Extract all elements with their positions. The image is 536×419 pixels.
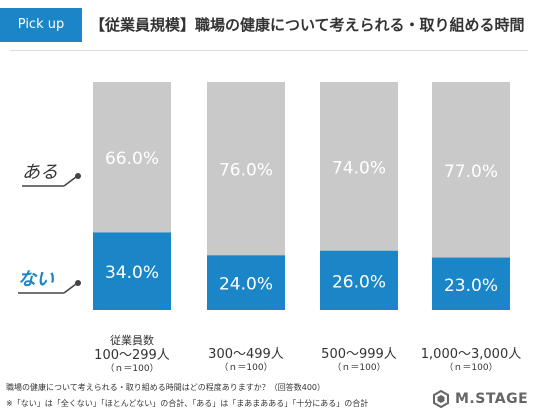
header-divider [10, 50, 528, 51]
bar-aru-1 [93, 82, 171, 233]
category-sample-size: （ｎ＝100） [219, 363, 273, 374]
category-label-3: 500〜999人 （ｎ＝100） [300, 347, 418, 375]
logo-text: M.STAGE [455, 391, 529, 407]
bar-nai-1 [93, 232, 171, 310]
value-label-aru-3: 74.0% [332, 158, 386, 178]
logo: M.STAGE [432, 389, 528, 409]
page-title: 【従業員規模】職場の健康について考えられる・取り組める時間 [90, 16, 525, 34]
legend-aru-leader [63, 176, 77, 187]
category-sample-size: （ｎ＝100） [444, 363, 498, 374]
value-label-aru-1: 66.0% [105, 149, 159, 169]
value-label-nai-4: 23.0% [444, 276, 498, 296]
footnote-question: 職場の健康について考えられる・取り組める時間はどの程度ありますか？（回答数400… [6, 383, 326, 392]
bar-nai-3 [320, 250, 398, 310]
category-label-2: 300〜499人 （ｎ＝100） [187, 347, 305, 375]
value-label-aru-2: 76.0% [219, 161, 273, 181]
legend-nai: ない [18, 269, 55, 290]
legend-aru: ある [22, 162, 58, 183]
bar-nai-2 [207, 255, 285, 310]
bar-nai-4 [432, 257, 510, 310]
footnote-definition: ※「ない」は「全くない」「ほとんどない」の合計、「ある」は「まあまあある」「十分… [6, 399, 369, 408]
legend-aru-dot [75, 173, 81, 179]
bar-aru-4 [432, 82, 510, 258]
pickup-tag: Pick up [0, 8, 82, 42]
category-name: 500〜999人 [321, 347, 397, 362]
logo-mark-icon [433, 390, 449, 408]
value-label-nai-1: 34.0% [105, 263, 159, 283]
category-sample-size: （ｎ＝100） [332, 363, 386, 374]
category-name: 1,000〜3,000人 [420, 347, 522, 362]
category-sample-size: （ｎ＝100） [105, 364, 159, 374]
legend-nai-leader [63, 283, 77, 294]
bar-aru-3 [320, 82, 398, 251]
legend-nai-dot [75, 280, 81, 286]
value-label-aru-4: 77.0% [444, 162, 498, 182]
bar-aru-2 [207, 82, 285, 256]
category-header: 従業員数 [110, 334, 154, 347]
value-label-nai-3: 26.0% [332, 272, 386, 292]
value-label-nai-2: 24.0% [219, 275, 273, 295]
category-name: 300〜499人 [208, 347, 284, 362]
category-label-1: 従業員数 100〜299人 （ｎ＝100） [73, 334, 191, 375]
category-label-4: 1,000〜3,000人 （ｎ＝100） [412, 347, 530, 375]
category-name: 100〜299人 [94, 347, 170, 363]
